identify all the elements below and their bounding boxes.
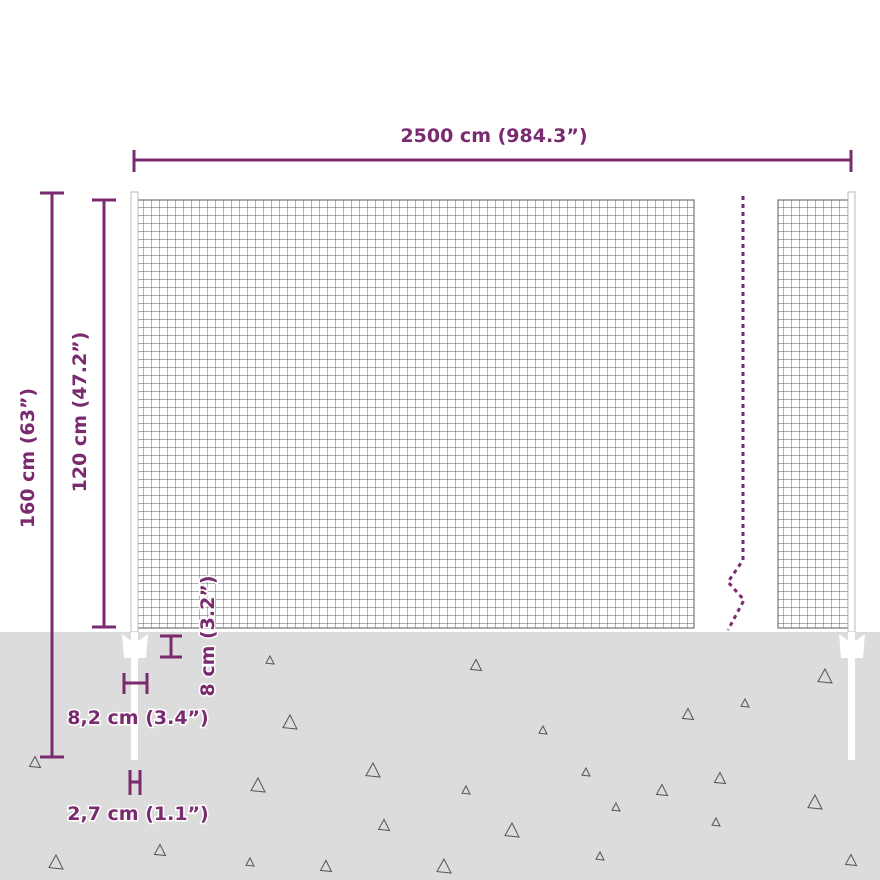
stone-icon	[713, 771, 727, 785]
stone-icon	[319, 859, 333, 873]
post-width-dimension-line	[122, 673, 149, 694]
stone-icon	[377, 818, 391, 832]
post-gap-dimension-line	[160, 634, 182, 659]
stone-icon	[807, 793, 823, 810]
total-height-dimension-line	[40, 191, 64, 759]
post-thickness-dimension-line	[128, 770, 142, 795]
dimension-lines	[40, 150, 853, 795]
stone-icon	[817, 667, 833, 684]
stone-icon	[844, 853, 858, 867]
ground-stones	[28, 654, 858, 874]
stone-icon	[711, 816, 721, 827]
post-width-label: 8,2 cm (3.4”)	[67, 707, 208, 729]
total-height-label: 160 cm (63”)	[17, 388, 39, 528]
stone-icon	[504, 821, 520, 838]
left-post	[122, 191, 148, 760]
stone-icon	[595, 850, 605, 861]
stone-icon	[265, 654, 275, 665]
right-post	[839, 191, 865, 760]
stone-icon	[153, 843, 167, 857]
stone-icon	[655, 783, 669, 797]
length-label: 2500 cm (984.3”)	[400, 125, 587, 147]
break-line	[726, 196, 746, 631]
stone-icon	[436, 857, 452, 874]
mesh-height-label: 120 cm (47.2”)	[69, 332, 91, 493]
stone-icon	[250, 776, 266, 793]
post-gap-label: 8 cm (3.2”)	[197, 575, 219, 696]
stone-icon	[461, 784, 471, 795]
stone-icon	[740, 697, 750, 708]
stone-icon	[681, 707, 695, 721]
stone-icon	[28, 755, 42, 769]
length-dimension-line	[132, 150, 853, 172]
stone-icon	[48, 853, 64, 870]
stone-icon	[365, 761, 381, 778]
stone-icon	[469, 658, 483, 672]
stone-icon	[538, 724, 548, 735]
mesh-height-dimension-line	[92, 198, 116, 629]
stone-icon	[245, 856, 255, 867]
stone-icon	[282, 713, 298, 730]
post-thickness-label: 2,7 cm (1.1”)	[67, 803, 208, 825]
stone-icon	[581, 766, 591, 777]
stone-icon	[611, 801, 621, 812]
mesh-panel-main	[133, 199, 695, 629]
mesh-panel-end	[777, 199, 851, 629]
